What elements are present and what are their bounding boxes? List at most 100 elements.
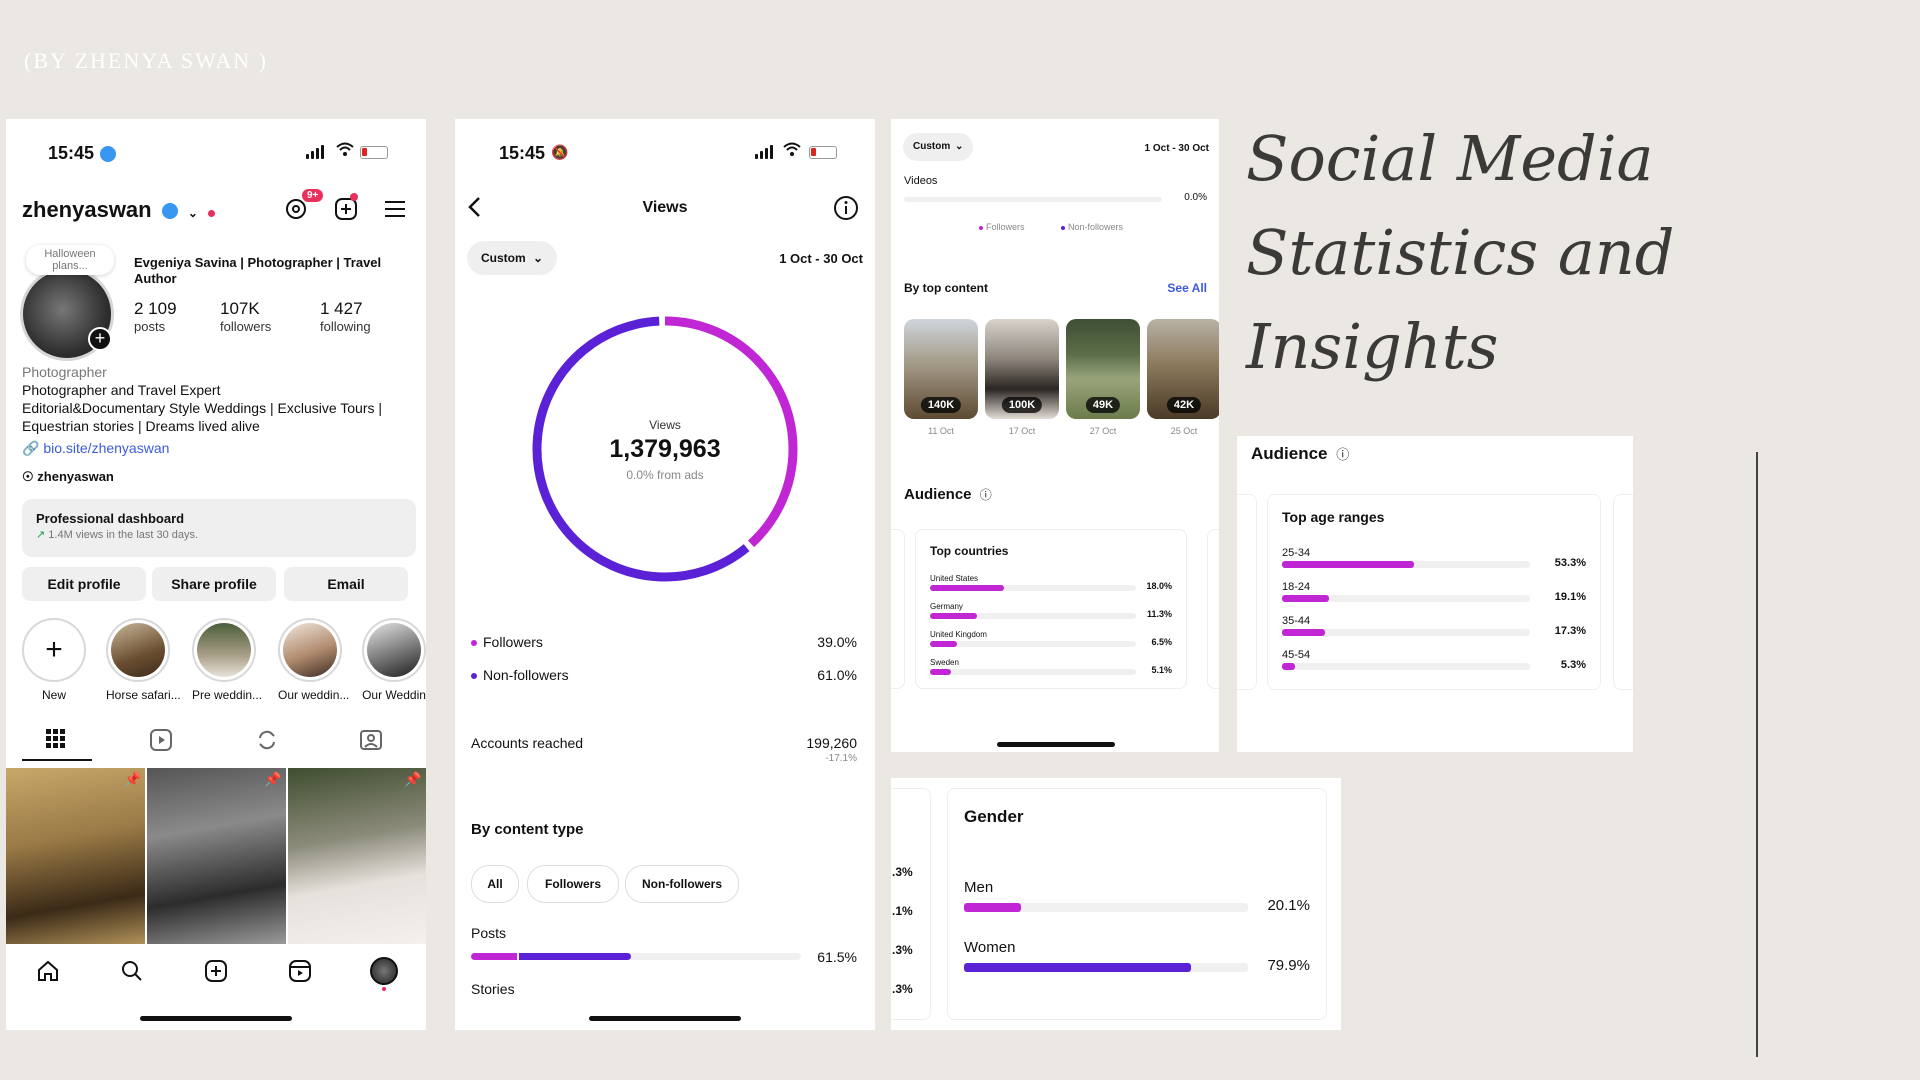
notification-dot-icon	[208, 210, 216, 217]
verified-icon	[100, 146, 116, 162]
chevron-down-icon: ⌄	[533, 251, 544, 265]
email-button[interactable]: Email	[284, 567, 408, 601]
post-thumbnail[interactable]	[6, 768, 145, 944]
range-select[interactable]: Custom ⌄	[467, 241, 558, 275]
audience-header-text: Audience	[1251, 444, 1328, 463]
chip-followers[interactable]: Followers	[527, 865, 619, 903]
bar-track	[964, 903, 1248, 912]
top-content-thumb[interactable]: 42K	[1147, 319, 1219, 419]
bio-link[interactable]: 🔗 bio.site/zhenyaswan	[22, 439, 169, 457]
legend-followers: Followers	[979, 222, 1025, 232]
bar-value: 17.3%	[1554, 625, 1586, 637]
post-thumbnail[interactable]	[147, 768, 286, 944]
stat-following[interactable]: 1 427 following	[320, 299, 371, 334]
add-post-icon[interactable]	[334, 197, 358, 226]
stat-followers[interactable]: 107K followers	[220, 299, 271, 334]
search-icon[interactable]	[120, 959, 144, 988]
info-icon[interactable]: ⓘ	[1336, 447, 1350, 462]
signal-icon	[755, 145, 773, 159]
highlight-our-wedding-2[interactable]: Our Weddin	[362, 618, 426, 702]
bar-fill	[1282, 663, 1296, 670]
countries-header: Top countries	[930, 544, 1009, 558]
bar-fill	[1282, 629, 1325, 636]
bar-value: 18.0%	[1146, 581, 1172, 591]
trend-up-icon: ↗	[36, 529, 46, 541]
legend-followers: Followers	[471, 634, 543, 650]
date-range: 1 Oct - 30 Oct	[779, 251, 863, 266]
threads-link[interactable]: ☉ zhenyaswan	[22, 468, 114, 486]
nonfollowers-dot-icon	[1061, 225, 1065, 230]
reels-tab-icon[interactable]	[150, 729, 172, 756]
bio-line-3: Equestrian stories | Dreams lived alive	[22, 418, 260, 434]
tab-underline	[22, 759, 92, 761]
age-screen: Audience ⓘ Top age ranges 25-34 53.3% 18-2…	[1237, 436, 1633, 752]
highlight-horse-safari[interactable]: Horse safari...	[106, 618, 181, 702]
home-icon[interactable]	[36, 959, 60, 988]
videos-pct: 0.0%	[1184, 192, 1207, 203]
highlight-label: Our weddin...	[278, 688, 350, 702]
bar-track	[930, 669, 1136, 675]
bar-fill	[930, 641, 957, 647]
bar-fill	[930, 669, 951, 675]
highlight-our-wedding[interactable]: Our weddin...	[278, 618, 350, 702]
battery-icon	[360, 146, 388, 159]
edit-profile-button[interactable]: Edit profile	[22, 567, 146, 601]
reels-icon[interactable]	[288, 959, 312, 988]
bar-label: Women	[964, 939, 1016, 956]
top-content-thumb[interactable]: 49K	[1066, 319, 1140, 419]
chip-all[interactable]: All	[471, 865, 519, 903]
gender-screen: .3% .1% .3% .3% Gender Men 20.1% Women 79.9…	[891, 778, 1341, 1030]
bar-fill	[964, 903, 1022, 912]
bar-fill	[964, 963, 1191, 972]
bar-label: 25-34	[1282, 547, 1311, 559]
bar-track	[1282, 595, 1530, 602]
range-select[interactable]: Custom ⌄	[903, 133, 974, 161]
thumb-views: 140K	[920, 397, 962, 413]
note-bubble[interactable]: Halloween plans...	[26, 245, 114, 275]
posts-label: Posts	[471, 925, 507, 941]
chip-nonfollowers[interactable]: Non-followers	[625, 865, 739, 903]
post-thumbnail[interactable]	[288, 768, 426, 944]
link-icon: 🔗	[22, 440, 40, 456]
wifi-icon	[336, 141, 354, 162]
home-indicator	[140, 1016, 292, 1021]
threads-icon[interactable]	[284, 197, 308, 226]
menu-icon[interactable]	[384, 199, 406, 224]
dashboard-subtitle-text: 1.4M views in the last 30 days.	[48, 529, 199, 541]
profile-tabs	[6, 721, 426, 761]
status-time: 15:45	[499, 143, 546, 163]
bar-value: 79.9%	[1267, 957, 1310, 974]
videos-label: Videos	[904, 175, 938, 187]
pin-icon: 📌	[124, 771, 142, 787]
stat-posts-label: posts	[134, 319, 166, 334]
highlight-new[interactable]: + New	[22, 618, 86, 702]
reposts-tab-icon[interactable]	[256, 729, 278, 756]
partial-card-left	[1237, 494, 1257, 690]
info-icon[interactable]: ⓘ	[979, 488, 992, 502]
profile-nav-avatar[interactable]	[370, 957, 398, 985]
share-profile-button[interactable]: Share profile	[152, 567, 276, 601]
legend-nonfollowers-label: Non-followers	[483, 667, 569, 683]
add-story-icon[interactable]: +	[88, 327, 112, 351]
professional-dashboard[interactable]: Professional dashboard ↗ 1.4M views in t…	[22, 499, 416, 557]
partial-card-right	[1613, 494, 1633, 690]
title-line-2: Statistics and	[1246, 216, 1675, 289]
profile-username[interactable]: zhenyaswan ⌄	[22, 197, 216, 223]
grid-tab-icon[interactable]	[46, 729, 66, 754]
see-all-link[interactable]: See All	[1167, 281, 1207, 295]
highlight-label: Pre weddin...	[192, 688, 263, 702]
top-content-thumb[interactable]: 140K	[904, 319, 978, 419]
tagged-tab-icon[interactable]	[360, 729, 382, 756]
top-content-thumb[interactable]: 100K	[985, 319, 1059, 419]
bar-label: 45-54	[1282, 649, 1311, 661]
stat-posts[interactable]: 2 109 posts	[134, 299, 177, 334]
back-icon[interactable]	[465, 195, 485, 224]
bio-line-2: Editorial&Documentary Style Weddings | E…	[22, 400, 383, 416]
pin-icon: 📌	[264, 771, 282, 787]
highlight-pre-wedding[interactable]: Pre weddin...	[192, 618, 263, 702]
info-icon[interactable]	[833, 195, 859, 226]
create-icon[interactable]	[204, 959, 228, 988]
bar-track	[930, 613, 1136, 619]
bar-value: 6.5%	[1151, 637, 1172, 647]
title-line-3: Insights	[1246, 310, 1499, 383]
